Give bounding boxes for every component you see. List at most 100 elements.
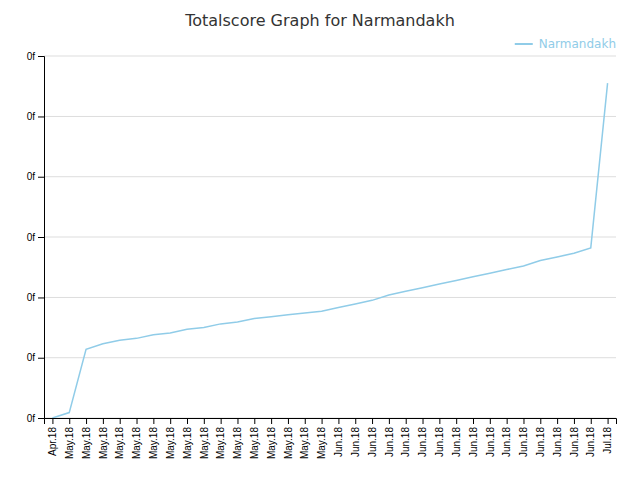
x-tick-mark	[170, 418, 171, 424]
x-tick-label: Jun.18	[434, 427, 445, 457]
y-tick-mark	[38, 358, 44, 359]
y-tick-label: 0f	[27, 413, 36, 424]
x-tick-mark	[389, 418, 390, 424]
x-tick-label: May.18	[283, 427, 294, 459]
x-tick: May.18	[182, 418, 193, 459]
x-tick: Jun.18	[333, 418, 344, 457]
y-tick-mark	[38, 297, 44, 298]
legend-item: Narmandakh	[515, 37, 616, 51]
x-tick-mark	[69, 418, 70, 424]
x-tick-mark	[86, 418, 87, 424]
x-tick-label: Apr.18	[47, 427, 58, 456]
x-tick: May.18	[316, 418, 327, 459]
x-tick: Jun.18	[350, 418, 361, 457]
x-tick: May.18	[64, 418, 75, 459]
grid-line	[44, 237, 616, 238]
x-tick-label: Jun.18	[384, 427, 395, 457]
x-axis-line	[45, 419, 617, 425]
x-tick: May.18	[114, 418, 125, 459]
grid-line	[44, 56, 616, 57]
y-tick-label: 0f	[27, 232, 36, 243]
x-tick-label: May.18	[199, 427, 210, 459]
legend: Narmandakh	[515, 37, 616, 51]
x-tick: Jun.18	[367, 418, 378, 457]
x-tick-mark	[305, 418, 306, 424]
x-tick-label: May.18	[266, 427, 277, 459]
x-tick-label: Jun.18	[485, 427, 496, 457]
x-tick: Jun.18	[468, 418, 479, 457]
x-tick-label: May.18	[232, 427, 243, 459]
x-tick: May.18	[81, 418, 92, 459]
x-tick-mark	[574, 418, 575, 424]
x-tick-mark	[490, 418, 491, 424]
x-tick-mark	[439, 418, 440, 424]
x-tick-mark	[187, 418, 188, 424]
x-tick: Jun.18	[501, 418, 512, 457]
plot-area: 0f 0f 0f 0f 0f 0f 0f Apr.18 May.18 May.18 May.18 Ma…	[27, 51, 617, 459]
marks	[52, 83, 607, 418]
x-tick-label: Jun.18	[333, 427, 344, 457]
x-tick-mark	[355, 418, 356, 424]
x-tick-label: Jun.18	[501, 427, 512, 457]
x-tick-mark	[608, 418, 609, 424]
x-tick: Jun.18	[552, 418, 563, 457]
y-tick-mark	[38, 56, 44, 57]
legend-label: Narmandakh	[539, 37, 616, 51]
x-tick-label: Jun.18	[535, 427, 546, 457]
x-tick: May.18	[232, 418, 243, 459]
x-tick-label: May.18	[98, 427, 109, 459]
x-tick-mark	[204, 418, 205, 424]
x-tick-mark	[52, 418, 53, 424]
series-line	[52, 83, 607, 418]
y-tick: 0f	[27, 232, 44, 243]
x-tick-label: Jun.18	[417, 427, 428, 457]
x-tick-mark	[103, 418, 104, 424]
x-tick-label: Jun.18	[350, 427, 361, 457]
x-tick: Jul.18	[602, 418, 613, 454]
x-tick-mark	[557, 418, 558, 424]
x-tick-label: Jun.18	[585, 427, 596, 457]
x-tick-label: May.18	[131, 427, 142, 459]
y-tick-label: 0f	[27, 171, 36, 182]
x-tick: May.18	[215, 418, 226, 459]
y-tick-mark	[38, 177, 44, 178]
x-tick-label: Jul.18	[602, 427, 613, 454]
title: Totalscore Graph for Narmandakh	[184, 11, 455, 30]
x-tick-mark	[137, 418, 138, 424]
y-tick-mark	[38, 418, 44, 419]
grid-line	[44, 357, 616, 358]
x-tick-label: Jun.18	[468, 427, 479, 457]
x-tick-mark	[591, 418, 592, 424]
x-tick: May.18	[199, 418, 210, 459]
x-tick: Jun.18	[518, 418, 529, 457]
x-tick-label: Jun.18	[552, 427, 563, 457]
y-axis-line	[38, 57, 45, 419]
y-tick-label: 0f	[27, 51, 36, 62]
x-axis: Apr.18 May.18 May.18 May.18 May.18 May.18 May.…	[45, 418, 617, 459]
x-tick-mark	[322, 418, 323, 424]
x-tick: Jun.18	[569, 418, 580, 457]
x-tick: May.18	[165, 418, 176, 459]
y-tick-label: 0f	[27, 111, 36, 122]
x-tick: Jun.18	[585, 418, 596, 457]
y-tick-mark	[38, 116, 44, 117]
x-tick-label: May.18	[249, 427, 260, 459]
x-tick: May.18	[283, 418, 294, 459]
x-tick-label: May.18	[215, 427, 226, 459]
x-tick: May.18	[98, 418, 109, 459]
y-tick-label: 0f	[27, 292, 36, 303]
x-tick-label: Jun.18	[367, 427, 378, 457]
x-tick: Jun.18	[434, 418, 445, 457]
x-tick: Jun.18	[417, 418, 428, 457]
x-tick-label: May.18	[64, 427, 75, 459]
grid-line	[44, 176, 616, 177]
y-tick: 0f	[27, 171, 44, 182]
x-tick: Jun.18	[451, 418, 462, 457]
x-tick-label: May.18	[182, 427, 193, 459]
grid	[44, 56, 616, 418]
x-tick-label: May.18	[81, 427, 92, 459]
y-tick-label: 0f	[27, 352, 36, 363]
x-tick-label: May.18	[148, 427, 159, 459]
x-tick-mark	[540, 418, 541, 424]
x-tick: Jun.18	[384, 418, 395, 457]
